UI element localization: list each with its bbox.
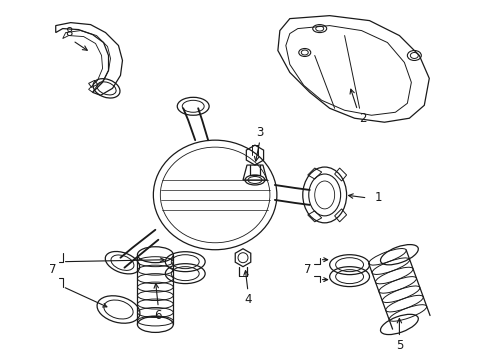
Text: 1: 1 [374,192,381,204]
Text: 7: 7 [49,263,57,276]
Text: 5: 5 [395,339,402,352]
Text: 7: 7 [304,263,311,276]
Text: 2: 2 [358,112,366,125]
Text: 6: 6 [154,309,162,322]
Text: 3: 3 [256,126,263,139]
Text: 4: 4 [244,293,251,306]
Text: 8: 8 [65,26,72,39]
